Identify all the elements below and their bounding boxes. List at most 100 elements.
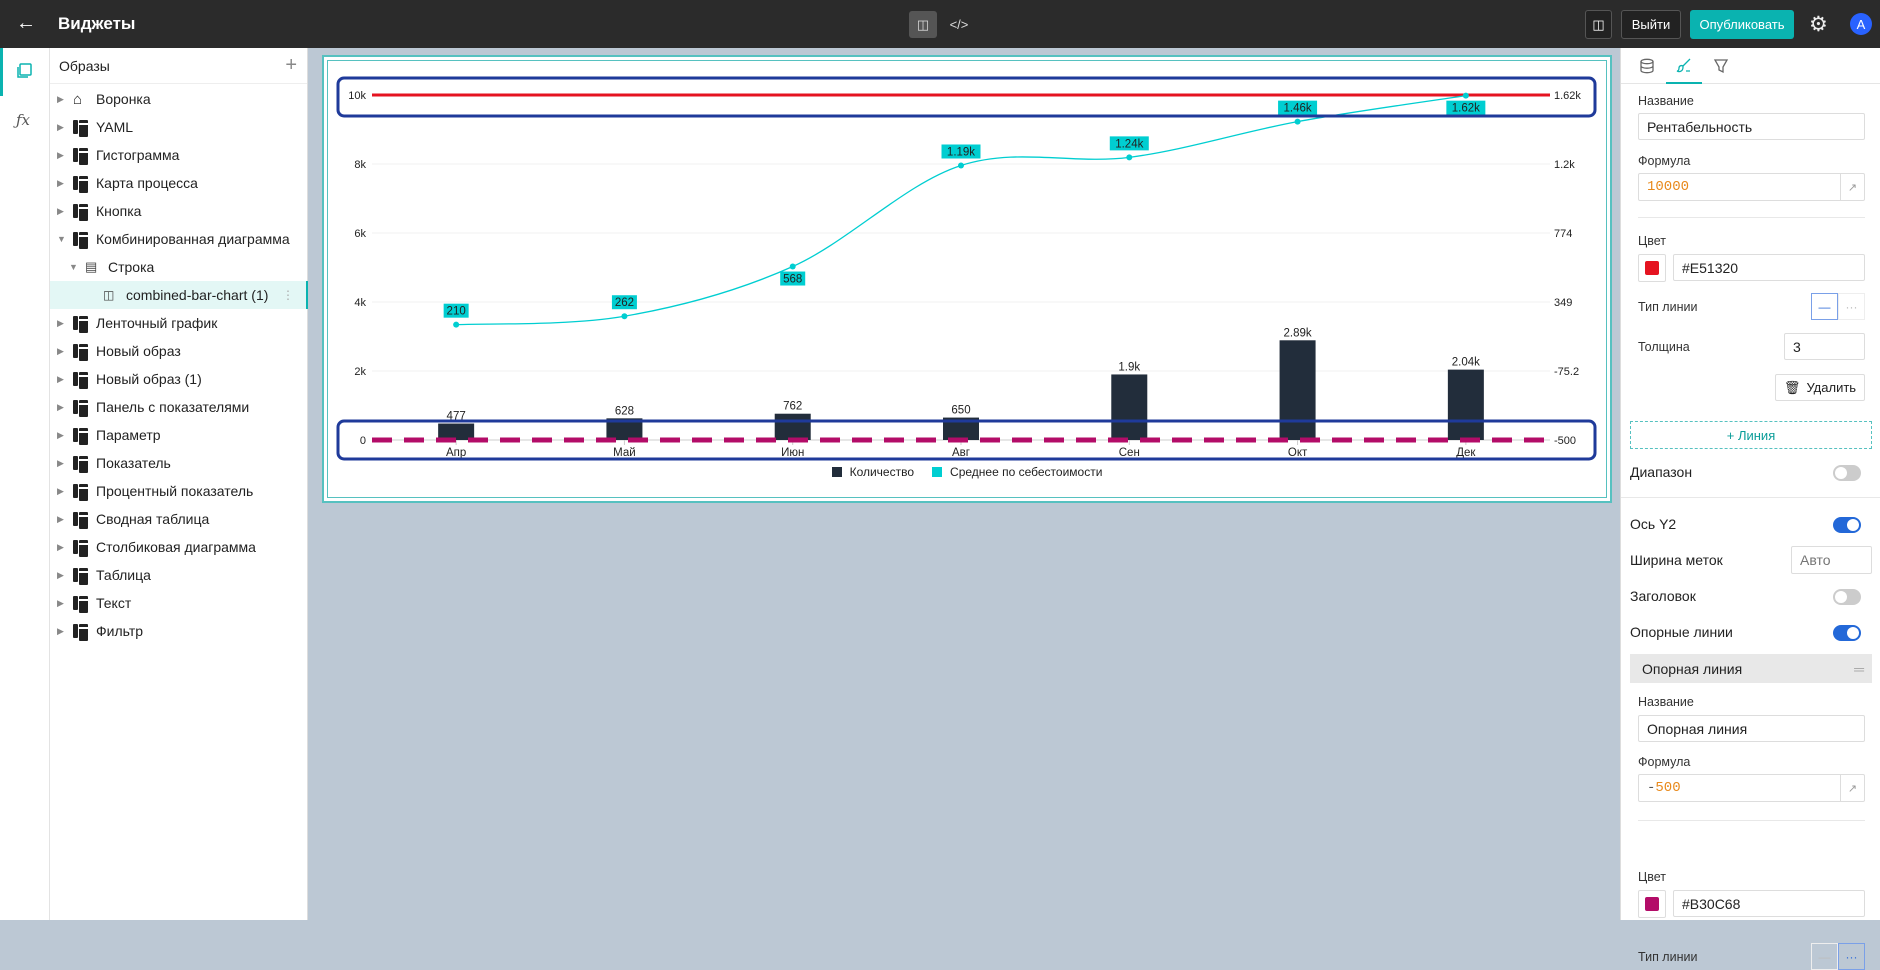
- tree-item[interactable]: ▶ Ленточный график: [50, 309, 308, 337]
- expand-caret-icon[interactable]: ▶: [57, 345, 64, 356]
- y2-tick-label: -500: [1554, 435, 1576, 447]
- tree-item[interactable]: ▶ Параметр: [50, 421, 308, 449]
- tree-item[interactable]: ▶ Сводная таблица: [50, 505, 308, 533]
- tree-item[interactable]: ▶ Гистограмма: [50, 141, 308, 169]
- ref-lines-toggle[interactable]: [1833, 625, 1861, 641]
- expand-caret-icon[interactable]: ▶: [57, 513, 64, 524]
- functions-icon[interactable]: ƒx: [16, 111, 31, 129]
- add-line-button[interactable]: + Линия: [1630, 421, 1872, 449]
- header-toggle[interactable]: [1833, 589, 1861, 605]
- layout-view-icon[interactable]: ◫: [909, 11, 937, 38]
- range-toggle[interactable]: [1833, 465, 1861, 481]
- avatar[interactable]: A: [1850, 13, 1872, 35]
- line-data-label: 1.46k: [1284, 103, 1312, 115]
- bar-data-label: 1.9k: [1118, 361, 1140, 373]
- x-tick-label: Окт: [1288, 447, 1308, 459]
- widget-icon: [73, 372, 88, 389]
- open-editor-icon[interactable]: ↗: [1840, 174, 1864, 200]
- gear-icon[interactable]: ⚙: [1809, 13, 1828, 36]
- expand-caret-icon[interactable]: ▶: [57, 373, 64, 384]
- tab-filter[interactable]: [1703, 48, 1739, 84]
- tree-item[interactable]: ▶ Новый образ (1): [50, 365, 308, 393]
- tree-item[interactable]: ▶ YAML: [50, 113, 308, 141]
- tree-item[interactable]: ▶ ⌂ Воронка: [50, 85, 308, 113]
- add-icon[interactable]: +: [285, 54, 297, 76]
- publish-button[interactable]: Опубликовать: [1690, 10, 1794, 39]
- dashed-line-option[interactable]: ···: [1838, 293, 1865, 320]
- widget-icon: [73, 400, 88, 417]
- solid-line-option[interactable]: —: [1811, 943, 1838, 970]
- line2-name-input[interactable]: Опорная линия: [1638, 715, 1865, 742]
- tree-item[interactable]: ▼ Комбинированная диаграмма: [50, 225, 308, 253]
- expand-caret-icon[interactable]: ▶: [57, 317, 64, 328]
- code-view-icon[interactable]: </>: [949, 17, 969, 32]
- line1-color-input[interactable]: #E51320: [1673, 254, 1865, 281]
- expand-caret-icon[interactable]: ▶: [57, 401, 64, 412]
- expand-caret-icon[interactable]: ▶: [57, 177, 64, 188]
- tree-item[interactable]: ▶ Панель с показателями: [50, 393, 308, 421]
- line-data-label: 1.19k: [947, 146, 975, 158]
- tree-item[interactable]: ▶ Показатель: [50, 449, 308, 477]
- line-label-bg: [941, 144, 981, 159]
- ref-line-header[interactable]: Опорная линия ═: [1630, 654, 1872, 683]
- solid-line-option[interactable]: —: [1811, 293, 1838, 320]
- combined-chart-icon: ◫: [103, 288, 115, 302]
- chart-widget[interactable]: 0 -500 2k -75.2 4k 349 6k 774 8k 1.2k 10k 1.62k 477 6…: [322, 55, 1612, 503]
- tree-item[interactable]: ▶ Кнопка: [50, 197, 308, 225]
- dashed-line-option[interactable]: ···: [1838, 943, 1865, 970]
- legend-item-bar[interactable]: Количество: [831, 465, 914, 479]
- open-editor-icon[interactable]: ↗: [1840, 775, 1864, 801]
- line1-name-input[interactable]: Рентабельность: [1638, 113, 1865, 140]
- expand-caret-icon[interactable]: ▼: [69, 262, 78, 272]
- header-label: Заголовок: [1630, 588, 1696, 604]
- expand-caret-icon[interactable]: ▶: [57, 93, 64, 104]
- x-tick-label: Дек: [1456, 447, 1476, 459]
- expand-caret-icon[interactable]: ▶: [57, 205, 64, 216]
- back-arrow-icon[interactable]: ←: [16, 12, 36, 34]
- expand-caret-icon[interactable]: ▶: [57, 569, 64, 580]
- legend-item-line[interactable]: Среднее по себестоимости: [932, 465, 1102, 479]
- tree-item[interactable]: ▶ Процентный показатель: [50, 477, 308, 505]
- line-label-bg: [1446, 100, 1486, 115]
- expand-caret-icon[interactable]: ▶: [57, 597, 64, 608]
- tree-item[interactable]: ◫ combined-bar-chart (1) ⋮: [50, 281, 308, 309]
- y2-toggle[interactable]: [1833, 517, 1861, 533]
- tab-style[interactable]: [1666, 48, 1702, 84]
- line2-formula-input[interactable]: -500 ↗: [1638, 774, 1865, 802]
- widget-icon: [73, 484, 88, 501]
- tree-item-label: Процентный показатель: [96, 483, 254, 499]
- more-icon[interactable]: ⋮: [282, 288, 294, 302]
- structure-icon[interactable]: ◫: [1585, 10, 1612, 39]
- expand-caret-icon[interactable]: ▶: [57, 457, 64, 468]
- tree-item[interactable]: ▶ Фильтр: [50, 617, 308, 645]
- tree-item[interactable]: ▶ Столбиковая диаграмма: [50, 533, 308, 561]
- line1-formula-input[interactable]: 10000 ↗: [1638, 173, 1865, 201]
- line1-width-input[interactable]: 3: [1784, 333, 1865, 360]
- tree-title: Образы: [59, 57, 110, 74]
- tab-data[interactable]: [1629, 48, 1665, 84]
- tree-item-label: Новый образ: [96, 343, 181, 359]
- logout-button[interactable]: Выйти: [1621, 10, 1681, 39]
- delete-button[interactable]: 🗑 Удалить: [1775, 374, 1865, 401]
- y2-tick-label: 1.62k: [1554, 90, 1581, 102]
- tree-item[interactable]: ▶ Новый образ: [50, 337, 308, 365]
- settings-panel: Название Рентабельность Формула 10000 ↗ Ц…: [1620, 48, 1880, 970]
- line2-color-swatch[interactable]: [1638, 890, 1666, 918]
- tree-item[interactable]: ▶ Текст: [50, 589, 308, 617]
- expand-caret-icon[interactable]: ▶: [57, 149, 64, 160]
- tree-item[interactable]: ▼ ▤ Строка: [50, 253, 308, 281]
- expand-caret-icon[interactable]: ▶: [57, 121, 64, 132]
- drag-handle-icon[interactable]: ═: [1854, 660, 1864, 677]
- expand-caret-icon[interactable]: ▶: [57, 429, 64, 440]
- tree-item[interactable]: ▶ Карта процесса: [50, 169, 308, 197]
- tree-item-label: Новый образ (1): [96, 371, 202, 387]
- line2-color-input[interactable]: #B30C68: [1673, 890, 1865, 917]
- line1-color-swatch[interactable]: [1638, 254, 1666, 282]
- tree-item[interactable]: ▶ Таблица: [50, 561, 308, 589]
- label-width-input[interactable]: [1791, 546, 1872, 574]
- expand-caret-icon[interactable]: ▼: [57, 234, 66, 244]
- expand-caret-icon[interactable]: ▶: [57, 485, 64, 496]
- widgets-icon[interactable]: [15, 62, 33, 80]
- expand-caret-icon[interactable]: ▶: [57, 541, 64, 552]
- expand-caret-icon[interactable]: ▶: [57, 625, 64, 636]
